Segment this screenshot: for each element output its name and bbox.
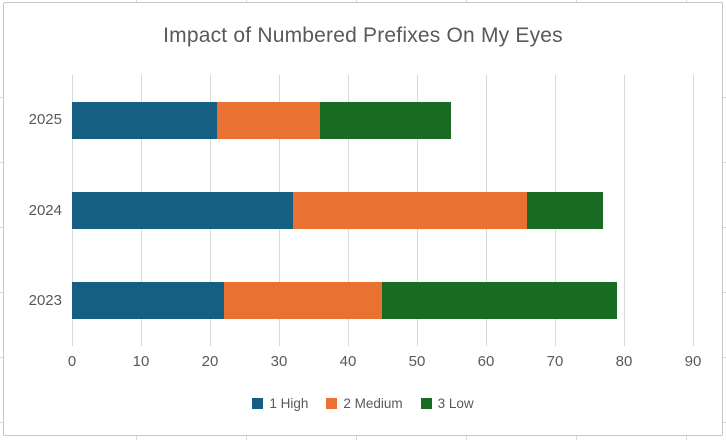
x-axis-tick-label: 80 <box>615 353 633 370</box>
y-axis-category-label: 2024 <box>28 201 62 219</box>
legend-item[interactable]: 3 Low <box>420 396 474 411</box>
chart-legend: 1 High 2 Medium 3 Low <box>4 396 722 411</box>
chart-title[interactable]: Impact of Numbered Prefixes On My Eyes <box>163 24 563 47</box>
x-axis-tick-label: 10 <box>132 353 150 370</box>
bar-segment[interactable] <box>72 101 217 139</box>
chart-area[interactable]: Impact of Numbered Prefixes On My Eyes 1… <box>3 2 723 436</box>
plot-area[interactable] <box>72 75 694 346</box>
bar-segment[interactable] <box>382 282 618 320</box>
bar-segment[interactable] <box>292 192 528 229</box>
gridline <box>693 75 694 346</box>
bar-row <box>72 192 604 229</box>
x-axis-tick-label: 30 <box>270 353 288 370</box>
legend-swatch-icon <box>252 398 264 409</box>
y-axis-category-label: 2025 <box>28 111 62 129</box>
y-axis-category-label: 2023 <box>28 291 62 309</box>
x-axis-tick-label: 50 <box>408 353 426 370</box>
x-axis-tick-label: 0 <box>67 353 77 370</box>
legend-swatch-icon <box>420 398 432 409</box>
legend-label: 1 High <box>269 396 309 411</box>
bar-segment[interactable] <box>72 192 293 229</box>
legend-label: 2 Medium <box>343 396 403 411</box>
bar-row <box>72 101 452 139</box>
bar-segment[interactable] <box>320 101 452 139</box>
gridline <box>624 75 625 346</box>
legend-swatch-icon <box>326 398 338 409</box>
legend-item[interactable]: 2 Medium <box>326 396 403 411</box>
legend-item[interactable]: 1 High <box>252 396 308 411</box>
bar-segment[interactable] <box>223 282 383 320</box>
legend-label: 3 Low <box>437 396 474 411</box>
bar-row <box>72 282 618 320</box>
x-axis-tick-label: 20 <box>201 353 219 370</box>
x-axis-tick-label: 60 <box>477 353 495 370</box>
bar-segment[interactable] <box>216 101 321 139</box>
bar-segment[interactable] <box>72 282 224 320</box>
bar-segment[interactable] <box>527 192 604 229</box>
x-axis-tick-label: 70 <box>546 353 564 370</box>
x-axis-tick-label: 90 <box>684 353 702 370</box>
x-axis-tick-label: 40 <box>339 353 357 370</box>
